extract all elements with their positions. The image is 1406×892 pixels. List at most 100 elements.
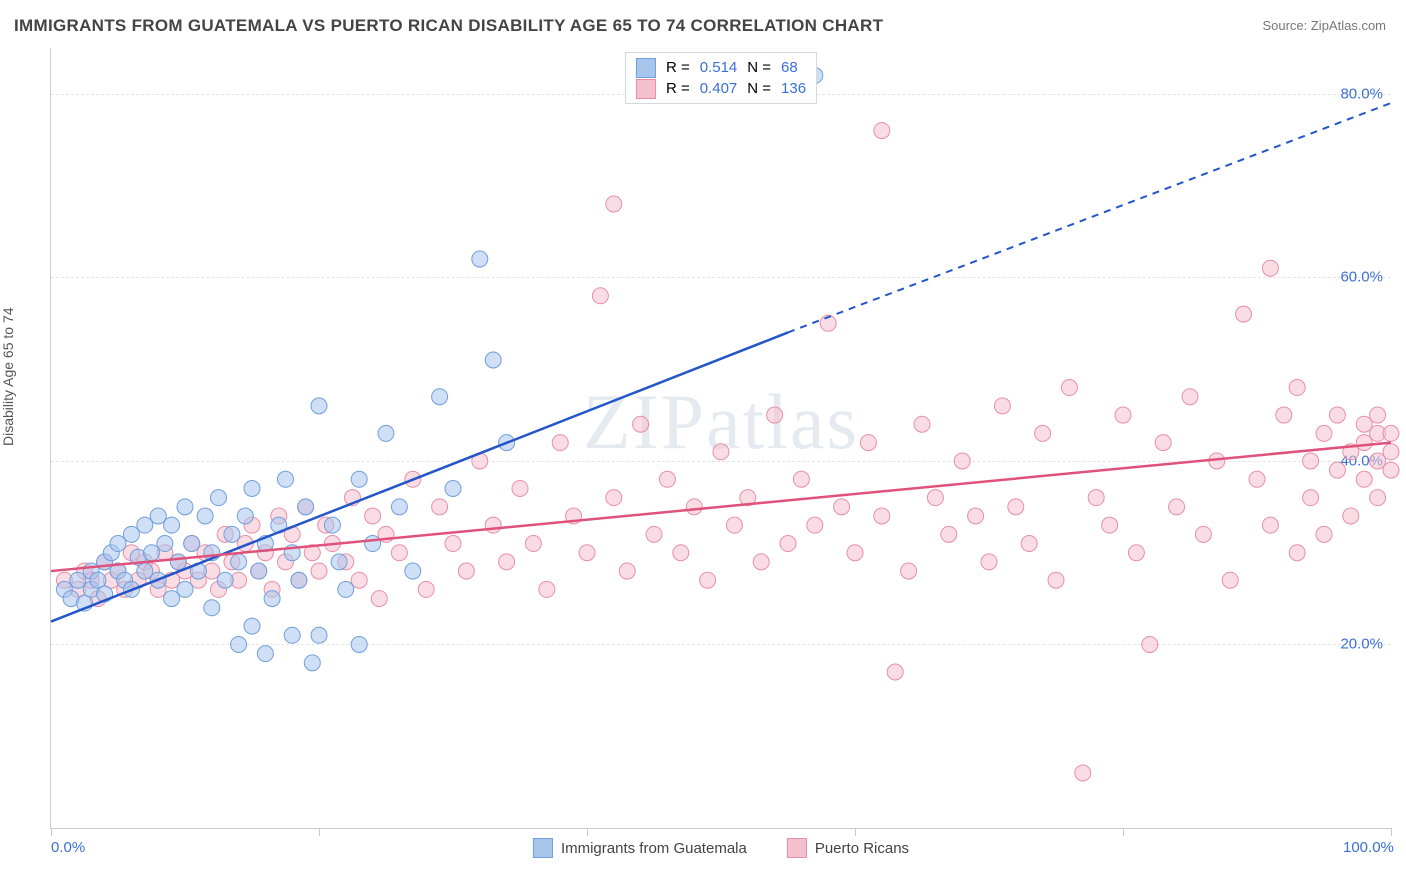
- scatter-point: [231, 636, 247, 652]
- scatter-point: [391, 545, 407, 561]
- scatter-point: [1289, 545, 1305, 561]
- scatter-point: [432, 499, 448, 515]
- scatter-point: [184, 536, 200, 552]
- x-tick: [587, 828, 588, 836]
- scatter-point: [110, 536, 126, 552]
- legend-swatch-puerto-rican: [787, 838, 807, 858]
- scatter-point: [606, 490, 622, 506]
- scatter-point: [874, 123, 890, 139]
- scatter-point: [968, 508, 984, 524]
- source-attribution: Source: ZipAtlas.com: [1262, 18, 1386, 33]
- scatter-svg: [51, 48, 1391, 828]
- scatter-point: [512, 480, 528, 496]
- scatter-point: [418, 581, 434, 597]
- x-tick-label: 100.0%: [1343, 839, 1394, 856]
- scatter-point: [1182, 389, 1198, 405]
- scatter-point: [659, 471, 675, 487]
- legend-row-series-1: R = 0.407 N = 136: [636, 78, 806, 99]
- scatter-point: [1316, 526, 1332, 542]
- x-tick: [51, 828, 52, 836]
- legend-swatch-guatemala: [636, 58, 656, 78]
- scatter-point: [405, 563, 421, 579]
- scatter-point: [237, 508, 253, 524]
- scatter-point: [177, 499, 193, 515]
- scatter-point: [1303, 453, 1319, 469]
- legend-r-label: R =: [666, 78, 690, 99]
- scatter-point: [1289, 380, 1305, 396]
- legend-swatch-puerto-rican: [636, 79, 656, 99]
- scatter-point: [499, 554, 515, 570]
- scatter-point: [1249, 471, 1265, 487]
- scatter-point: [1356, 416, 1372, 432]
- scatter-point: [1169, 499, 1185, 515]
- scatter-point: [1383, 444, 1399, 460]
- trend-line: [51, 332, 788, 621]
- scatter-point: [1356, 471, 1372, 487]
- scatter-point: [981, 554, 997, 570]
- legend-r-label: R =: [666, 57, 690, 78]
- scatter-point: [1329, 407, 1345, 423]
- scatter-point: [1142, 636, 1158, 652]
- scatter-point: [170, 554, 186, 570]
- scatter-point: [257, 646, 273, 662]
- legend-n-label: N =: [747, 78, 771, 99]
- scatter-point: [606, 196, 622, 212]
- scatter-point: [1262, 517, 1278, 533]
- scatter-point: [525, 536, 541, 552]
- scatter-point: [874, 508, 890, 524]
- scatter-point: [298, 499, 314, 515]
- scatter-point: [1343, 508, 1359, 524]
- scatter-point: [472, 251, 488, 267]
- legend-series-name-0: Immigrants from Guatemala: [561, 840, 747, 857]
- legend-series-name-1: Puerto Ricans: [815, 840, 909, 857]
- scatter-point: [1276, 407, 1292, 423]
- scatter-point: [1021, 536, 1037, 552]
- scatter-point: [901, 563, 917, 579]
- legend-r-value-1: 0.407: [700, 78, 738, 99]
- scatter-point: [887, 664, 903, 680]
- legend-correlation-box: R = 0.514 N = 68 R = 0.407 N = 136: [625, 52, 817, 104]
- scatter-point: [860, 435, 876, 451]
- scatter-point: [231, 554, 247, 570]
- plot-area: ZIPatlas 20.0%40.0%60.0%80.0% 0.0%100.0%…: [50, 48, 1391, 829]
- legend-swatch-guatemala: [533, 838, 553, 858]
- scatter-point: [941, 526, 957, 542]
- scatter-point: [1061, 380, 1077, 396]
- scatter-point: [767, 407, 783, 423]
- x-tick: [319, 828, 320, 836]
- scatter-point: [1370, 490, 1386, 506]
- scatter-point: [150, 508, 166, 524]
- scatter-point: [291, 572, 307, 588]
- scatter-point: [713, 444, 729, 460]
- scatter-point: [927, 490, 943, 506]
- scatter-point: [1370, 453, 1386, 469]
- legend-bottom-item-1: Puerto Ricans: [787, 838, 909, 858]
- legend-row-series-0: R = 0.514 N = 68: [636, 57, 806, 78]
- scatter-point: [633, 416, 649, 432]
- x-tick: [1123, 828, 1124, 836]
- scatter-point: [1303, 490, 1319, 506]
- scatter-point: [994, 398, 1010, 414]
- scatter-point: [1128, 545, 1144, 561]
- scatter-point: [137, 563, 153, 579]
- scatter-point: [391, 499, 407, 515]
- scatter-point: [458, 563, 474, 579]
- scatter-point: [592, 288, 608, 304]
- scatter-point: [485, 517, 501, 533]
- scatter-point: [137, 517, 153, 533]
- scatter-point: [780, 536, 796, 552]
- scatter-point: [211, 490, 227, 506]
- scatter-point: [1102, 517, 1118, 533]
- scatter-point: [726, 517, 742, 533]
- scatter-point: [351, 572, 367, 588]
- scatter-point: [365, 508, 381, 524]
- scatter-point: [338, 581, 354, 597]
- scatter-point: [1115, 407, 1131, 423]
- scatter-point: [1075, 765, 1091, 781]
- scatter-point: [807, 517, 823, 533]
- scatter-point: [1329, 462, 1345, 478]
- scatter-point: [753, 554, 769, 570]
- scatter-point: [1008, 499, 1024, 515]
- legend-n-value-1: 136: [781, 78, 806, 99]
- scatter-point: [579, 545, 595, 561]
